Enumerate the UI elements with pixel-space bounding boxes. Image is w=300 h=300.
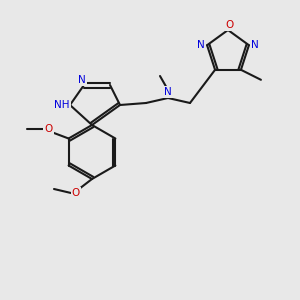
Text: O: O [44,124,53,134]
Text: N: N [78,75,86,85]
Text: NH: NH [54,100,70,110]
Text: O: O [72,188,80,198]
Text: O: O [226,20,234,30]
Text: N: N [197,40,205,50]
Text: N: N [251,40,259,50]
Text: N: N [164,87,172,97]
